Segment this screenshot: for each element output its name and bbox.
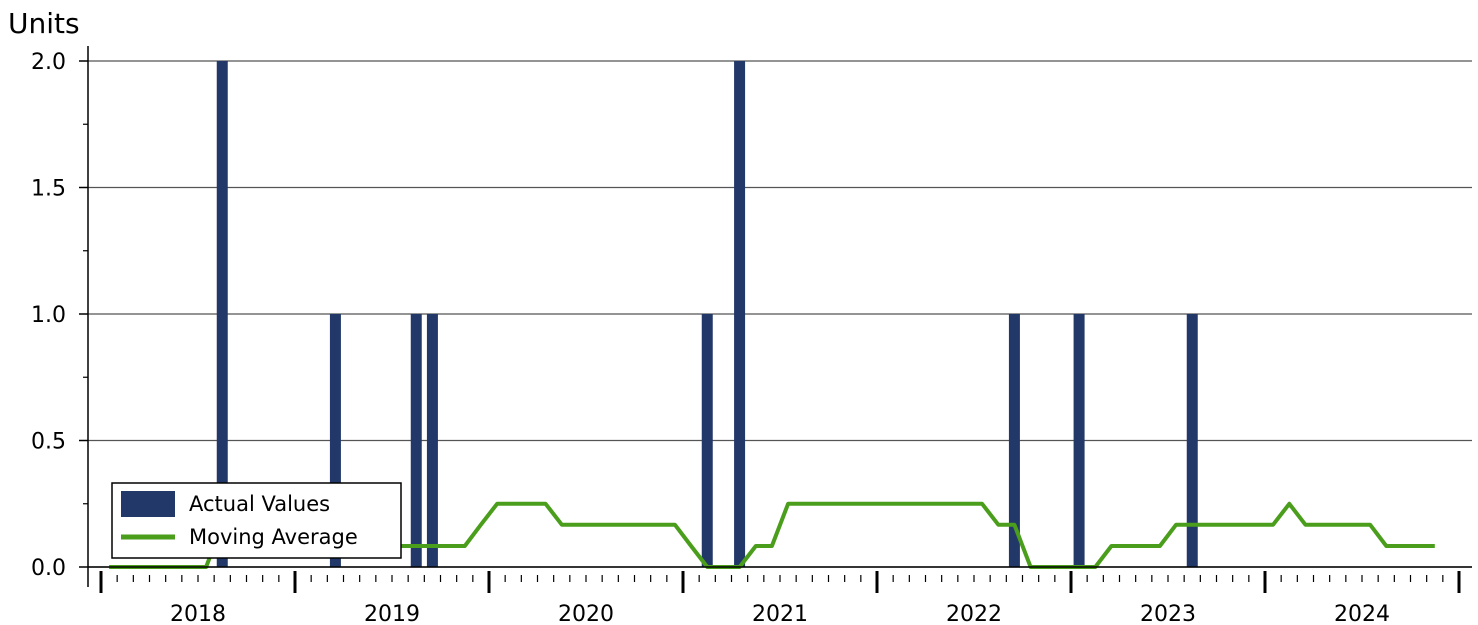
bar <box>410 314 422 567</box>
bar <box>216 61 228 567</box>
y-axis: 0.0 0.5 1.0 1.5 2.0 <box>31 46 89 587</box>
bar <box>1186 314 1198 567</box>
y-tick-label: 1.0 <box>31 303 66 328</box>
legend: Actual Values Moving Average <box>111 482 402 559</box>
x-tick-label: 2021 <box>752 602 808 625</box>
x-tick-label: 2020 <box>558 602 614 625</box>
x-tick-label: 2018 <box>170 602 226 625</box>
y-axis-unit-label: Units <box>8 7 80 40</box>
x-axis: 2018 2019 2020 2021 2022 2023 2024 <box>88 566 1472 625</box>
legend-swatch-actual-values <box>121 491 175 517</box>
bar <box>1008 314 1020 567</box>
x-tick-label: 2024 <box>1334 602 1390 625</box>
bar <box>1073 314 1085 567</box>
bar <box>701 314 713 567</box>
y-tick-label: 2.0 <box>31 50 66 75</box>
y-tick-label: 1.5 <box>31 177 66 202</box>
bar-series <box>216 61 1198 567</box>
x-tick-label: 2023 <box>1140 602 1196 625</box>
y-tick-label: 0.5 <box>31 430 66 455</box>
x-tick-label: 2019 <box>364 602 420 625</box>
bar <box>734 61 746 567</box>
legend-label-actual-values: Actual Values <box>189 492 330 516</box>
bar <box>426 314 438 567</box>
x-tick-label: 2022 <box>946 602 1002 625</box>
y-tick-label: 0.0 <box>31 556 66 581</box>
bar <box>329 314 341 567</box>
legend-label-moving-average: Moving Average <box>189 525 358 549</box>
